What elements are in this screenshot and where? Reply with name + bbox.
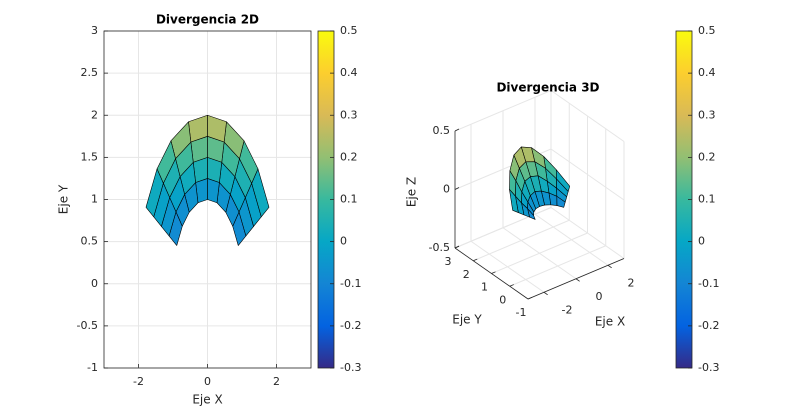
x-tick-label: 2	[273, 375, 280, 388]
grid-line	[550, 148, 625, 201]
colorbar-tick-label: 0.4	[698, 66, 716, 79]
y-tick-label: -0.5	[77, 319, 98, 332]
y-tick	[473, 258, 478, 262]
axes-box	[103, 30, 312, 369]
y-tick-label: 2	[91, 108, 98, 121]
colorbar-tick-label: -0.1	[698, 277, 719, 290]
x-tick-label: 0	[596, 290, 603, 303]
chart-title: Divergencia 2D	[156, 13, 259, 27]
x-tick	[543, 291, 548, 296]
colorbar-tick-label: 0.4	[340, 66, 358, 79]
surface-patch	[509, 189, 519, 213]
y-tick	[527, 296, 533, 300]
z-axis-label: Eje Z	[405, 177, 419, 207]
x-tick-label: 0	[204, 375, 211, 388]
colorbar-tick-label: 0	[340, 235, 347, 248]
y-tick-label: 0	[91, 277, 98, 290]
x-tick	[607, 264, 612, 269]
z-tick-label: 0	[443, 183, 450, 196]
x-tick-label: 2	[628, 276, 635, 289]
y-tick-label: 0.5	[81, 235, 99, 248]
colorbar-tick-label: 0	[698, 235, 705, 248]
z-tick-label: -0.5	[429, 241, 450, 254]
y-tick	[509, 284, 514, 287]
colorbar-tick-label: -0.2	[340, 319, 361, 332]
x-tick	[575, 278, 580, 282]
y-tick-label: 1	[91, 193, 98, 206]
x-tick-label: -2	[562, 303, 573, 316]
z-tick	[454, 187, 460, 190]
grid-line	[550, 90, 625, 142]
grid-line	[473, 219, 570, 262]
grid-line	[491, 232, 588, 274]
x-tick-label: -2	[133, 375, 144, 388]
colorbar-tick-label: 0.5	[340, 24, 358, 37]
colorbar-tick-label: -0.3	[340, 361, 361, 374]
colorbar-tick-label: -0.1	[340, 277, 361, 290]
y-tick-label: 2	[463, 268, 470, 281]
y-axis-label: Eje Y	[452, 313, 482, 327]
grid-line	[550, 207, 625, 259]
colorbar-tick-label: 0.1	[340, 193, 358, 206]
z-tick	[454, 245, 460, 249]
y-tick-label: 0	[499, 293, 506, 306]
y-tick-label: 1.5	[81, 150, 99, 163]
surface-patch	[145, 168, 164, 218]
x-axis-label: Eje X	[595, 315, 625, 329]
colorbar-tick-label: 0.1	[698, 193, 716, 206]
z-tick	[454, 128, 460, 132]
colorbar-tick-label: -0.2	[698, 319, 719, 332]
colorbar-tick-label: 0.3	[340, 108, 358, 121]
z-tick-label: 0.5	[433, 124, 451, 137]
y-tick-label: -1	[516, 306, 527, 319]
y-tick	[491, 271, 496, 274]
colorbar-tick-label: 0.2	[698, 150, 716, 163]
y-axis-label: Eje Y	[57, 184, 71, 214]
chart-title: Divergencia 3D	[496, 81, 599, 95]
colorbar-tick-label: 0.5	[698, 24, 716, 37]
grid-line	[454, 207, 552, 249]
colorbar-tick-label: -0.3	[698, 361, 719, 374]
surface-patch	[556, 196, 566, 208]
y-tick-label: 1	[481, 281, 488, 294]
grid-line	[454, 90, 552, 132]
y-tick-label: 3	[445, 255, 452, 268]
y-tick-label: -1	[87, 361, 98, 374]
y-tick-label: 3	[91, 24, 98, 37]
colorbar-tick-label: 0.3	[698, 108, 716, 121]
grid-line	[509, 245, 606, 287]
y-tick-label: 2.5	[81, 66, 99, 79]
x-axis-label: Eje X	[192, 393, 222, 407]
colorbar-tick-label: 0.2	[340, 150, 358, 163]
